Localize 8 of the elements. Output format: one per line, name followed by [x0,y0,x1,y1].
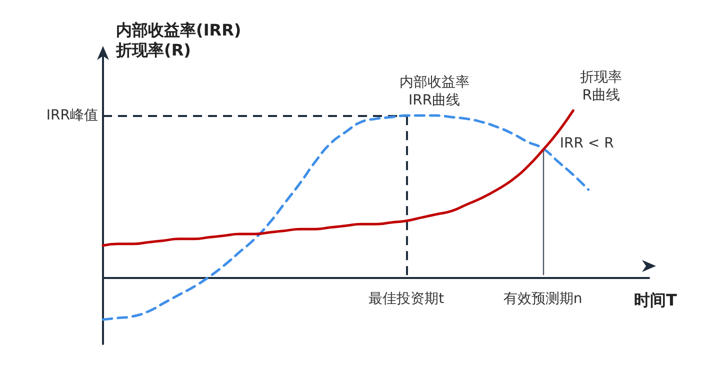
text: 内部收益率 IRR曲线 [399,74,470,109]
text: 折现率 R曲线 [580,70,622,104]
ref-line-label: IRR峰值 [46,108,98,124]
y-axis-title: 内部收益率(IRR) 折现率(R) [115,20,242,60]
x-axis-title: 时间T [634,290,677,310]
x-tick-label: 最佳投资期t [368,290,445,307]
x-tick-label: 有效预测期n [503,290,582,307]
annotation: IRR < R [560,136,614,152]
